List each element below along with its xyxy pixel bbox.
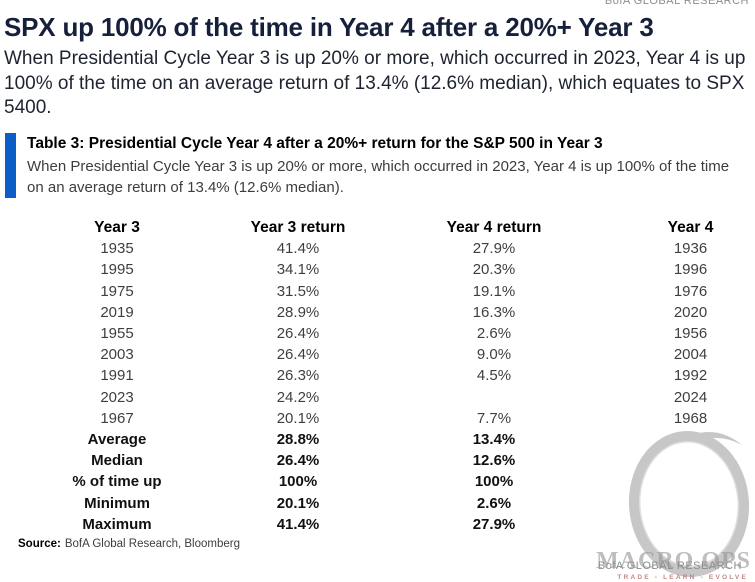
table-cell: 26.4% xyxy=(276,452,320,470)
bofa-brand-bottom: BofA GLOBAL RESEARCH xyxy=(597,560,742,572)
table-cell: Year 4 xyxy=(667,218,714,236)
table-cell: 26.4% xyxy=(276,325,320,343)
table-cell: 4.5% xyxy=(476,367,512,385)
table-cell: 2023 xyxy=(100,388,134,406)
table-cell: 2003 xyxy=(100,346,134,364)
page-subtitle: When Presidential Cycle Year 3 is up 20%… xyxy=(4,48,746,118)
source-label: Source: xyxy=(18,538,61,550)
table-cell: 2.6% xyxy=(476,325,512,343)
table-summary-row: % of time up 100% 100% xyxy=(0,471,755,492)
table-cell: 100% xyxy=(474,473,514,491)
table-summary-row: Median 26.4% 12.6% xyxy=(0,450,755,471)
table-row: 1991 26.3% 4.5% 1992 xyxy=(0,365,755,386)
table-row: 2019 28.9% 16.3% 2020 xyxy=(0,302,755,323)
table-cell: 1955 xyxy=(100,325,134,343)
table-cell: 26.4% xyxy=(276,346,320,364)
bofa-brand-top: BofA GLOBAL RESEARCH xyxy=(604,0,749,7)
table-cell: 7.7% xyxy=(476,409,512,427)
table-cell: 20.3% xyxy=(472,261,516,279)
macro-ops-watermark: MACRO OPS xyxy=(596,548,751,574)
table-row: 1995 34.1% 20.3% 1996 xyxy=(0,259,755,280)
table-cell: 2024 xyxy=(673,388,708,406)
table-cell: 2019 xyxy=(100,303,134,321)
table-row: 2003 26.4% 9.0% 2004 xyxy=(0,344,755,365)
table-cell: 1935 xyxy=(100,240,134,258)
table-cell: 13.4% xyxy=(472,430,516,448)
table-cell: 28.8% xyxy=(276,430,320,448)
table-cell: 26.3% xyxy=(276,367,320,385)
table-cell: 41.4% xyxy=(276,240,320,258)
table-cell: % of time up xyxy=(72,473,162,491)
table-cell: 2020 xyxy=(673,303,708,321)
table-cell: 2004 xyxy=(673,346,708,364)
source-text: BofA Global Research, Bloomberg xyxy=(64,538,240,550)
table-description: When Presidential Cycle Year 3 is up 20%… xyxy=(27,158,730,196)
table-cell: 28.9% xyxy=(276,303,320,321)
table-cell: 16.3% xyxy=(472,303,516,321)
table-cell: 9.0% xyxy=(476,346,512,364)
table-cell: 1968 xyxy=(673,409,708,427)
table-cell: Year 3 xyxy=(94,218,140,236)
table-cell: 1936 xyxy=(673,240,708,258)
table-cell: 1967 xyxy=(100,409,134,427)
page-title: SPX up 100% of the time in Year 4 after … xyxy=(4,12,654,42)
table-cell: 1956 xyxy=(673,325,708,343)
table-cell: 1996 xyxy=(673,261,708,279)
table-summary-row: Average 28.8% 13.4% xyxy=(0,429,755,450)
macro-ops-tagline: TRADE - LEARN - EVOLVE xyxy=(617,574,748,581)
table-cell: 34.1% xyxy=(276,261,320,279)
table-cell: Average xyxy=(87,430,147,448)
table-caption-block: Table 3: Presidential Cycle Year 4 after… xyxy=(5,133,751,198)
table-cell: 1992 xyxy=(673,367,708,385)
source-note: Source: BofA Global Research, Bloomberg xyxy=(18,538,240,550)
table-summary-row: Minimum 20.1% 2.6% xyxy=(0,492,755,513)
table-summary-row: Maximum 41.4% 27.9% xyxy=(0,514,755,535)
table-cell: 20.1% xyxy=(276,409,320,427)
table-cell: 2.6% xyxy=(476,494,512,512)
table-cell: Median xyxy=(91,452,143,470)
table-cell: 31.5% xyxy=(276,282,320,300)
table-cell: 19.1% xyxy=(472,282,516,300)
table-row: 1955 26.4% 2.6% 1956 xyxy=(0,323,755,344)
table-cell: Year 4 return xyxy=(446,218,542,236)
table-cell: 24.2% xyxy=(276,388,320,406)
table-cell: 12.6% xyxy=(472,452,516,470)
table-cell: Year 3 return xyxy=(250,218,346,236)
presidential-cycle-table: Year 3 Year 3 return Year 4 return Year 4 19… xyxy=(0,217,755,535)
macro-ops-enso-logo-icon xyxy=(628,431,750,577)
table-cell: 1975 xyxy=(100,282,134,300)
table-row: 1967 20.1% 7.7% 1968 xyxy=(0,408,755,429)
table-cell: 41.4% xyxy=(276,515,320,533)
table-header-row: Year 3 Year 3 return Year 4 return Year 4 xyxy=(0,217,755,238)
table-cell: 27.9% xyxy=(472,515,516,533)
table-cell: 27.9% xyxy=(472,240,516,258)
table-title: Table 3: Presidential Cycle Year 4 after… xyxy=(27,135,603,152)
table-cell: Minimum xyxy=(84,494,150,512)
table-row: 2023 24.2% 2024 xyxy=(0,387,755,408)
table-cell: 1991 xyxy=(100,367,134,385)
table-cell: Maximum xyxy=(82,515,152,533)
table-cell: 20.1% xyxy=(276,494,320,512)
table-row: 1975 31.5% 19.1% 1976 xyxy=(0,281,755,302)
table-cell: 1995 xyxy=(100,261,134,279)
table-cell: 100% xyxy=(278,473,318,491)
table-row: 1935 41.4% 27.9% 1936 xyxy=(0,238,755,259)
table-cell: 1976 xyxy=(673,282,708,300)
